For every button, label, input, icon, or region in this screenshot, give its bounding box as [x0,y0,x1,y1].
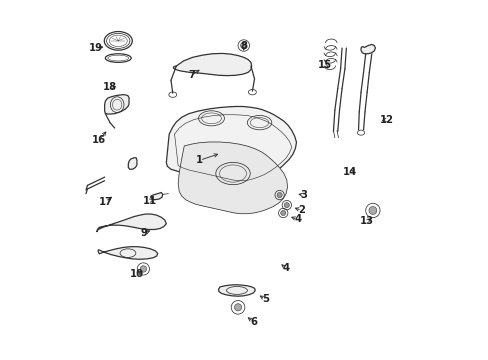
Text: 17: 17 [98,197,112,207]
Text: 13: 13 [359,216,373,226]
Polygon shape [128,158,137,169]
Text: 11: 11 [142,196,156,206]
Circle shape [140,266,146,272]
Circle shape [234,304,241,311]
Text: 18: 18 [103,82,117,93]
Polygon shape [178,142,287,214]
Text: 2: 2 [298,206,305,216]
Circle shape [280,211,285,216]
Polygon shape [173,53,251,76]
Polygon shape [360,44,375,54]
Text: 8: 8 [240,41,247,50]
Circle shape [368,207,376,215]
Circle shape [277,193,282,198]
Text: 5: 5 [261,294,268,304]
Text: 16: 16 [92,135,106,145]
Text: 12: 12 [380,115,393,125]
Polygon shape [104,95,129,114]
Text: 9: 9 [141,228,147,238]
Text: 19: 19 [88,43,102,53]
Text: 7: 7 [187,70,194,80]
Text: 14: 14 [343,167,357,177]
Text: 10: 10 [130,269,143,279]
Polygon shape [98,247,158,259]
Circle shape [240,42,246,49]
Text: 3: 3 [300,190,306,200]
Polygon shape [218,285,255,296]
Text: 1: 1 [196,155,203,165]
Polygon shape [97,214,166,232]
Polygon shape [151,193,163,200]
Polygon shape [166,107,296,184]
Circle shape [284,203,289,208]
Text: 15: 15 [318,60,331,70]
Text: 6: 6 [249,317,256,327]
Text: 4: 4 [282,263,289,273]
Text: 4: 4 [293,215,301,224]
